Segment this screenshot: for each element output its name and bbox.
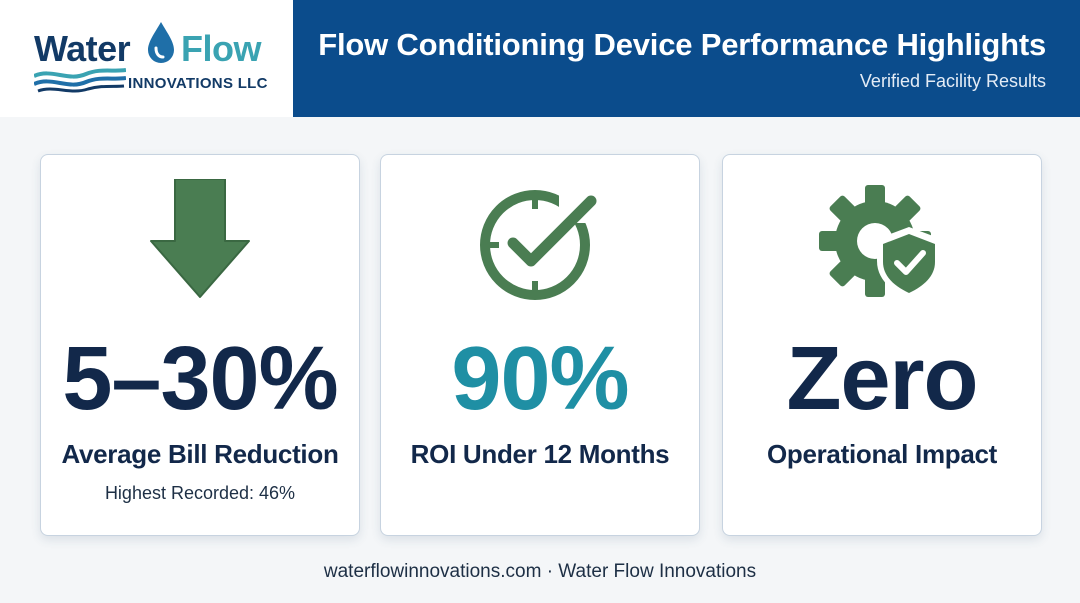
clock-check-icon	[480, 187, 599, 300]
gear-shield-icon	[819, 185, 941, 299]
stat-label: ROI Under 12 Months	[410, 439, 670, 469]
header: Water Flow INNOVATIONS LLC Flow Conditio…	[0, 0, 1080, 117]
stat-sublabel: Highest Recorded: 46%	[104, 483, 296, 503]
stat-card-bill-reduction: 5–30% Average Bill Reduction Highest Rec…	[40, 154, 360, 536]
stat-value: 5–30%	[62, 329, 338, 429]
water-drop-icon	[148, 22, 174, 63]
page-title: Flow Conditioning Device Performance Hig…	[318, 27, 1046, 62]
waves-icon	[34, 68, 126, 93]
stat-label: Operational Impact	[766, 439, 998, 469]
logo-word-flow: Flow	[181, 28, 261, 69]
logo[interactable]: Water Flow INNOVATIONS LLC	[0, 0, 293, 117]
page-subtitle: Verified Facility Results	[859, 71, 1046, 91]
stat-value: 90%	[451, 329, 629, 429]
logo-word-water: Water	[34, 28, 131, 69]
stat-card-roi: 90% ROI Under 12 Months	[380, 154, 700, 536]
stat-label: Average Bill Reduction	[61, 439, 339, 469]
footer-credit: waterflowinnovations.com · Water Flow In…	[323, 561, 757, 582]
logo-subtitle: INNOVATIONS LLC	[128, 75, 268, 92]
arrow-down-icon	[150, 179, 250, 298]
stat-card-operational-impact: Zero Operational Impact	[722, 154, 1042, 536]
title-banner: Flow Conditioning Device Performance Hig…	[293, 0, 1080, 117]
stat-value: Zero	[786, 329, 978, 429]
